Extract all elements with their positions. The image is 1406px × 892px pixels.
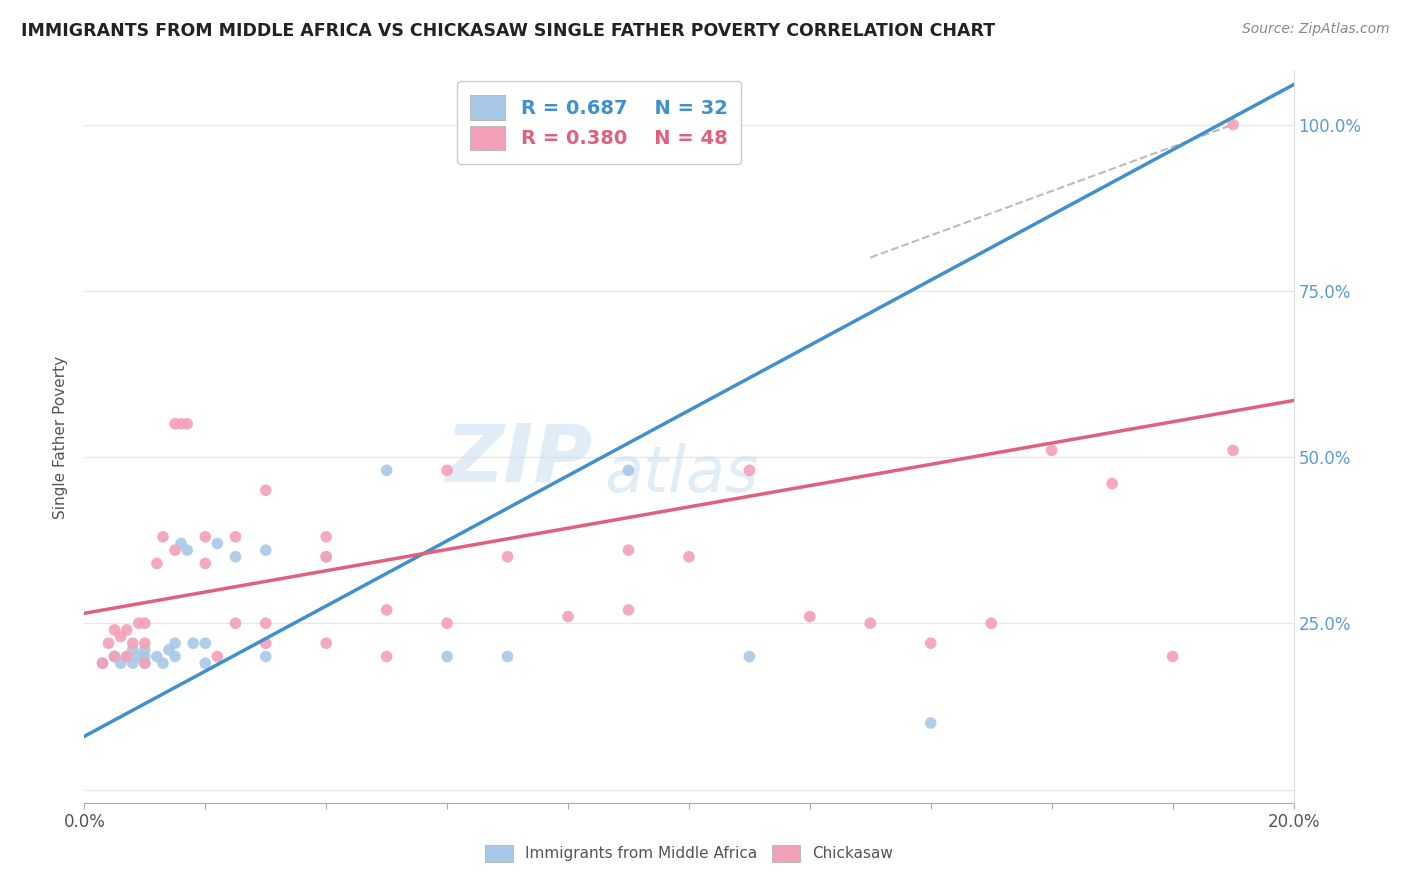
Point	[315, 636, 337, 650]
Point	[104, 649, 127, 664]
Text: atlas: atlas	[605, 442, 759, 505]
Point	[436, 616, 458, 631]
Point	[152, 656, 174, 670]
Point	[920, 636, 942, 650]
Point	[115, 649, 138, 664]
Point	[315, 549, 337, 564]
Point	[170, 417, 193, 431]
Point	[121, 636, 143, 650]
Point	[128, 649, 150, 664]
Point	[176, 543, 198, 558]
Point	[920, 716, 942, 731]
Point	[134, 649, 156, 664]
Point	[104, 649, 127, 664]
Point	[225, 616, 247, 631]
Point	[254, 636, 277, 650]
Y-axis label: Single Father Poverty: Single Father Poverty	[53, 356, 69, 518]
Point	[980, 616, 1002, 631]
Point	[91, 656, 114, 670]
Point	[557, 609, 579, 624]
Text: Source: ZipAtlas.com: Source: ZipAtlas.com	[1241, 22, 1389, 37]
Point	[617, 603, 640, 617]
Point	[496, 649, 519, 664]
Point	[134, 656, 156, 670]
Point	[1161, 649, 1184, 664]
Point	[254, 483, 277, 498]
Point	[165, 543, 187, 558]
Point	[128, 616, 150, 631]
Point	[165, 636, 187, 650]
Point	[91, 656, 114, 670]
Point	[121, 643, 143, 657]
Point	[799, 609, 821, 624]
Point	[134, 616, 156, 631]
Point	[194, 636, 217, 650]
Point	[194, 656, 217, 670]
Point	[859, 616, 882, 631]
Point	[181, 636, 204, 650]
Legend: Immigrants from Middle Africa, Chickasaw: Immigrants from Middle Africa, Chickasaw	[479, 838, 898, 868]
Point	[170, 536, 193, 550]
Point	[115, 649, 138, 664]
Point	[176, 417, 198, 431]
Point	[1222, 443, 1244, 458]
Point	[110, 630, 132, 644]
Text: IMMIGRANTS FROM MIDDLE AFRICA VS CHICKASAW SINGLE FATHER POVERTY CORRELATION CHA: IMMIGRANTS FROM MIDDLE AFRICA VS CHICKAS…	[21, 22, 995, 40]
Point	[104, 649, 127, 664]
Point	[254, 616, 277, 631]
Point	[1040, 443, 1063, 458]
Point	[738, 463, 761, 477]
Point	[738, 649, 761, 664]
Point	[115, 623, 138, 637]
Point	[254, 543, 277, 558]
Point	[225, 549, 247, 564]
Point	[146, 557, 169, 571]
Point	[436, 649, 458, 664]
Point	[157, 643, 180, 657]
Point	[617, 463, 640, 477]
Point	[165, 649, 187, 664]
Point	[375, 463, 398, 477]
Point	[207, 536, 229, 550]
Point	[496, 549, 519, 564]
Point	[617, 543, 640, 558]
Point	[678, 549, 700, 564]
Point	[110, 656, 132, 670]
Point	[225, 530, 247, 544]
Point	[315, 549, 337, 564]
Point	[194, 557, 217, 571]
Point	[375, 603, 398, 617]
Point	[134, 656, 156, 670]
Point	[1101, 476, 1123, 491]
Text: ZIP: ZIP	[444, 420, 592, 498]
Point	[97, 636, 120, 650]
Point	[134, 643, 156, 657]
Point	[207, 649, 229, 664]
Point	[146, 649, 169, 664]
Point	[315, 530, 337, 544]
Point	[104, 623, 127, 637]
Point	[436, 463, 458, 477]
Point	[165, 417, 187, 431]
Point	[375, 649, 398, 664]
Point	[134, 636, 156, 650]
Point	[1222, 118, 1244, 132]
Point	[121, 656, 143, 670]
Point	[152, 530, 174, 544]
Point	[194, 530, 217, 544]
Point	[254, 649, 277, 664]
